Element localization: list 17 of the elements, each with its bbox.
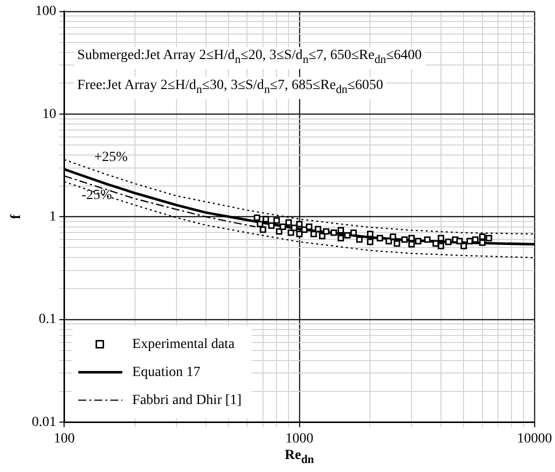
y-tick-label: 1 [49,209,56,224]
x-tick-label: 10000 [517,431,552,446]
annotation: -25% [80,187,113,206]
legend-label: Experimental data [132,336,236,352]
y-tick-label: 10 [42,106,56,122]
x-tick-label: 100 [54,431,75,446]
y-tick-label: 100 [35,4,56,20]
x-axis-title: Re$_{dn}$ [284,448,316,466]
legend-label: Fabbri and Dhir [1] [132,392,242,408]
x-tick-label: 1000 [285,431,314,446]
y-tick-label: 0.1 [38,312,56,328]
annotation: Free:Jet Array 2≤H/d$_{n}$≤30, 3≤S/d$_{n}$≤7, 685≤Re$_{dn}$≤6050 [74,77,386,100]
y-tick-label: 0.01 [32,414,56,430]
legend-label: Equation 17 [132,364,200,380]
annotation: +25% [93,148,129,167]
annotation: Submerged:Jet Array 2≤H/d$_{n}$≤20, 3≤S/d$_{n}$≤7, 650≤Re$_{dn}$≤6400 [74,47,425,70]
y-axis-title: f [9,214,24,220]
